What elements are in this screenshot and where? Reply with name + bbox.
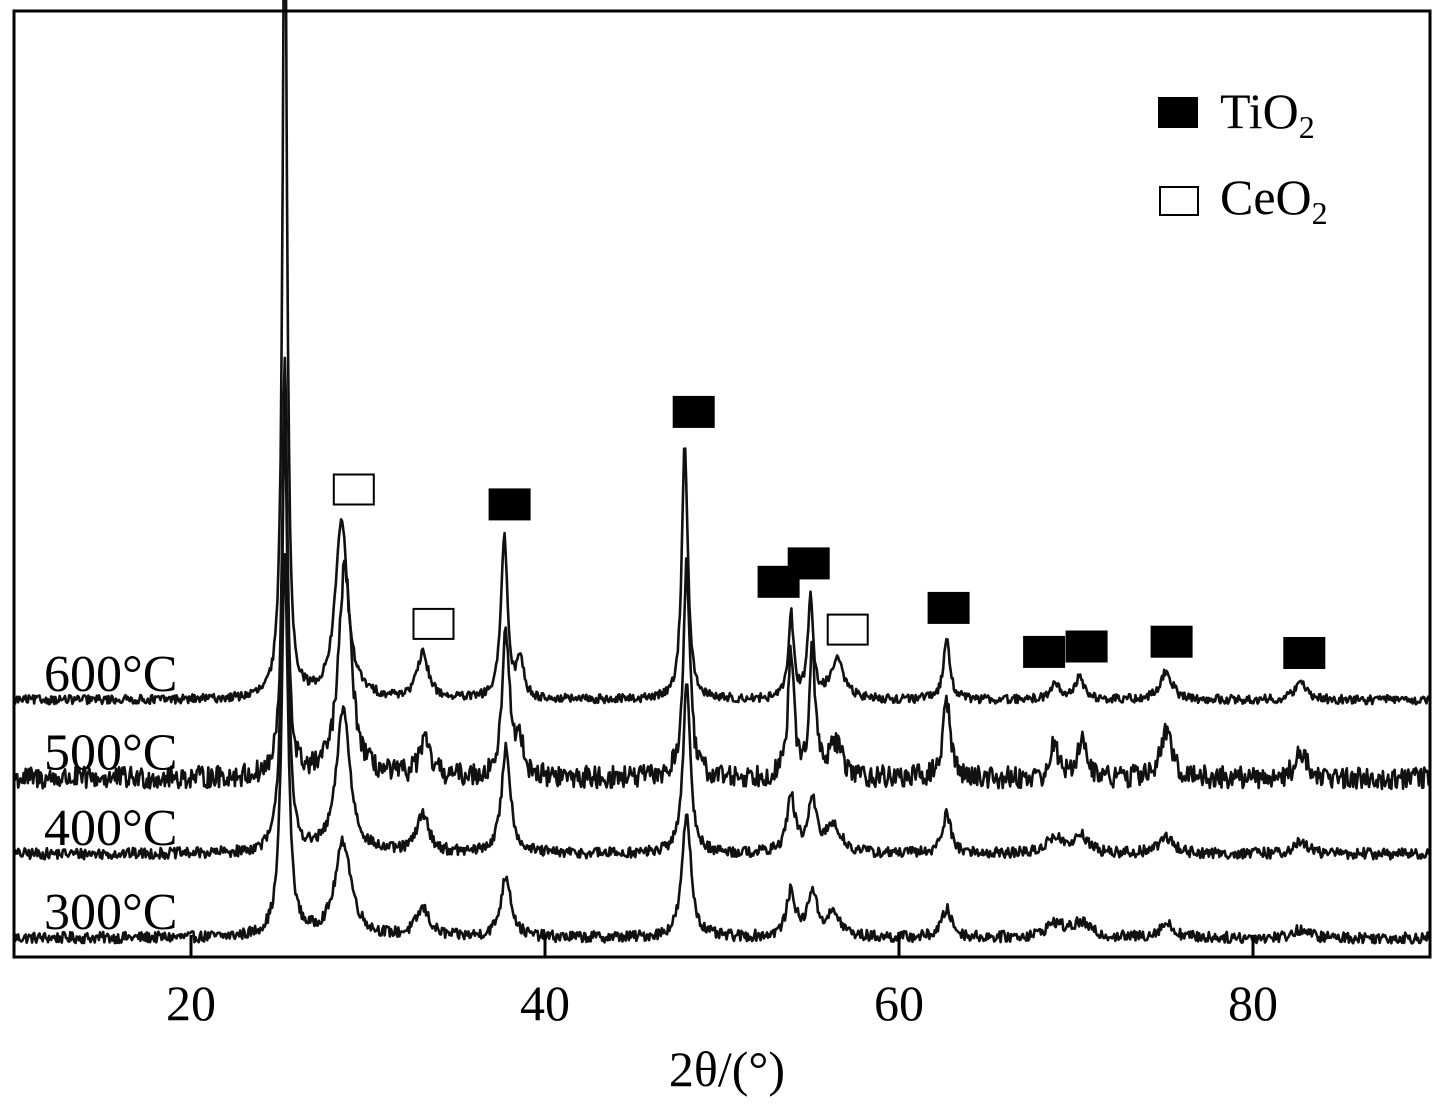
peak-marker-ceo2-1 — [332, 473, 375, 506]
legend: TiO2 CeO2 — [1158, 83, 1328, 231]
plot-frame — [12, 9, 1432, 959]
trace-600c — [12, 0, 1431, 706]
peak-marker-tio2-3 — [488, 488, 531, 521]
peak-marker-tio2-6 — [787, 547, 830, 580]
trace-500c — [13, 356, 1431, 791]
peak-marker-tio2-11 — [1150, 625, 1193, 658]
trace-400c — [12, 413, 1431, 861]
peak-marker-tio2-4 — [672, 395, 715, 428]
series-label-400c: 400°C — [44, 800, 177, 857]
series-label-600c: 600°C — [44, 646, 177, 703]
series-label-300c: 300°C — [44, 884, 177, 941]
traces-layer — [12, 0, 1431, 945]
legend-ceo2-label: CeO2 — [1220, 169, 1328, 231]
peak-marker-tio2-12 — [1283, 637, 1326, 669]
x-tick-label-40: 40 — [520, 975, 570, 1031]
trace-300c — [12, 552, 1431, 945]
peak-marker-tio2-8 — [927, 591, 970, 624]
x-tick-label-60: 60 — [874, 975, 924, 1031]
series-labels-layer: 300°C 400°C 500°C 600°C — [44, 646, 177, 941]
x-tick-label-20: 20 — [166, 975, 216, 1031]
x-axis-label: 2θ/(°) — [669, 1041, 785, 1097]
peak-marker-ceo2-7 — [826, 613, 869, 646]
legend-tio2-marker — [1158, 97, 1198, 128]
legend-ceo2-marker — [1159, 186, 1199, 216]
x-tick-label-80: 80 — [1228, 975, 1278, 1031]
peak-marker-ceo2-2 — [412, 607, 455, 640]
peak-marker-tio2-9 — [1023, 635, 1066, 668]
peak-marker-tio2-10 — [1065, 630, 1108, 663]
series-label-500c: 500°C — [44, 724, 177, 781]
legend-tio2-label: TiO2 — [1220, 83, 1315, 145]
x-axis-ticks: 20 40 60 80 — [166, 935, 1278, 1031]
peak-markers-layer — [332, 395, 1326, 669]
